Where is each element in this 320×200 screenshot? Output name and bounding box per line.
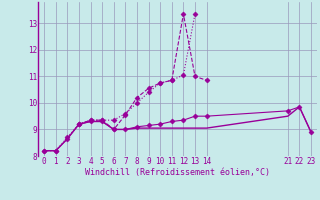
X-axis label: Windchill (Refroidissement éolien,°C): Windchill (Refroidissement éolien,°C): [85, 168, 270, 177]
